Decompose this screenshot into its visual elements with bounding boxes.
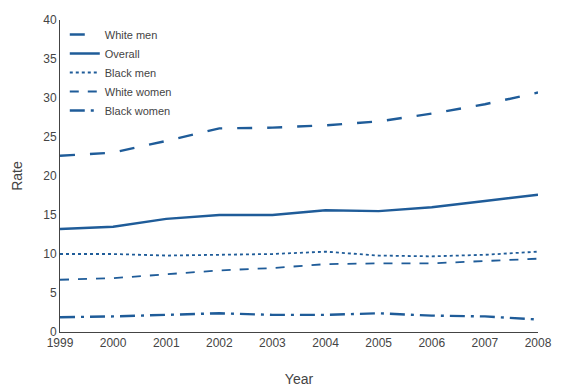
svg-text:15: 15 (43, 208, 57, 222)
svg-text:Rate: Rate (9, 161, 25, 191)
svg-text:0: 0 (50, 325, 57, 339)
svg-text:Overall: Overall (105, 48, 140, 60)
svg-text:Black women: Black women (105, 105, 170, 117)
svg-text:2006: 2006 (418, 336, 445, 350)
svg-text:2000: 2000 (100, 336, 127, 350)
svg-text:White women: White women (105, 86, 172, 98)
svg-text:2003: 2003 (259, 336, 286, 350)
svg-text:35: 35 (43, 52, 57, 66)
svg-text:2002: 2002 (206, 336, 233, 350)
svg-text:Black men: Black men (105, 67, 156, 79)
svg-text:2005: 2005 (365, 336, 392, 350)
svg-text:Year: Year (285, 371, 314, 387)
svg-text:2001: 2001 (153, 336, 180, 350)
svg-text:2007: 2007 (472, 336, 499, 350)
svg-text:30: 30 (43, 91, 57, 105)
svg-text:1999: 1999 (47, 336, 74, 350)
svg-text:20: 20 (43, 169, 57, 183)
svg-text:25: 25 (43, 130, 57, 144)
svg-text:White men: White men (105, 29, 158, 41)
svg-text:10: 10 (43, 247, 57, 261)
svg-text:40: 40 (43, 13, 57, 27)
svg-text:5: 5 (50, 286, 57, 300)
svg-text:2004: 2004 (312, 336, 339, 350)
svg-text:2008: 2008 (525, 336, 552, 350)
